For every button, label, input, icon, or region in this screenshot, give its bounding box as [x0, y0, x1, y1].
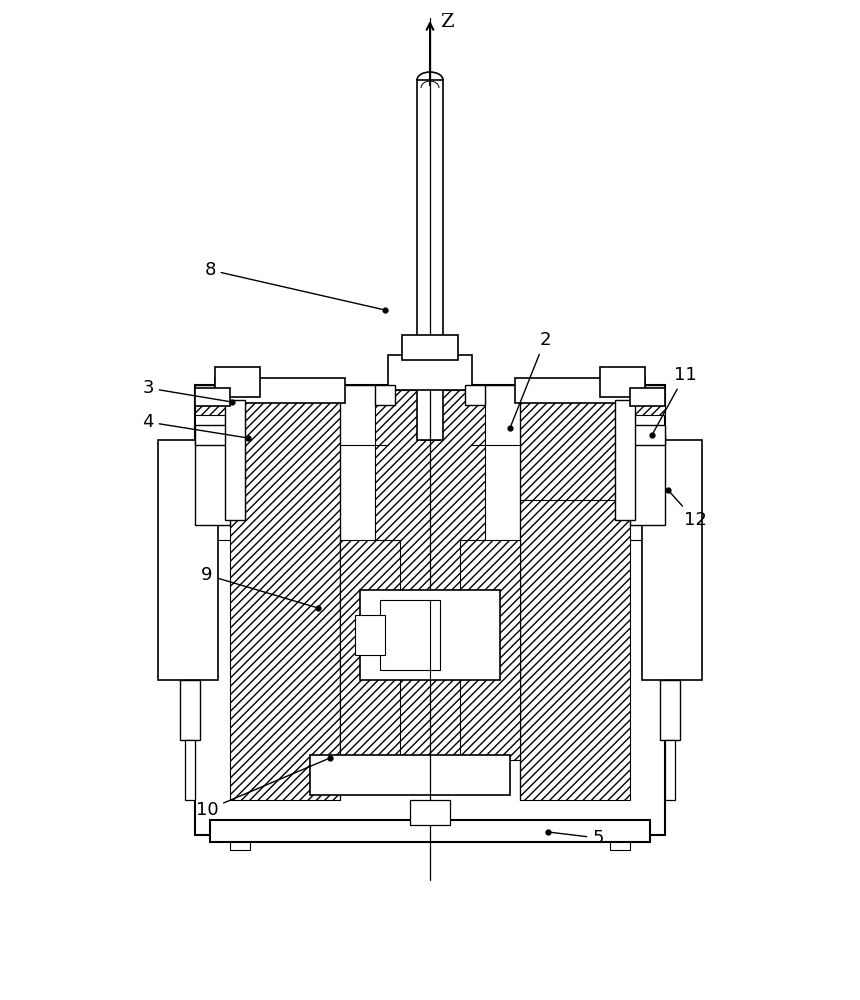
Bar	[195, 403, 230, 415]
Bar	[630, 435, 665, 525]
Bar	[520, 390, 630, 800]
Bar	[225, 400, 245, 520]
Bar	[185, 740, 195, 800]
Bar	[158, 440, 218, 680]
Bar	[665, 740, 675, 800]
Bar	[315, 758, 505, 792]
Bar	[195, 435, 230, 525]
Bar	[380, 600, 440, 670]
Text: 12: 12	[670, 492, 706, 529]
Text: 5: 5	[550, 829, 604, 847]
Text: 10: 10	[196, 759, 328, 819]
Text: 9: 9	[201, 566, 316, 607]
Bar	[230, 842, 250, 850]
Bar	[310, 755, 510, 795]
Bar	[388, 355, 472, 390]
Text: 11: 11	[654, 366, 697, 433]
Bar	[460, 540, 520, 760]
Bar	[230, 390, 340, 800]
Bar	[421, 85, 439, 440]
Bar	[515, 378, 645, 403]
Bar	[642, 440, 702, 680]
Bar	[630, 425, 665, 445]
Bar	[218, 380, 342, 400]
Bar	[417, 80, 443, 440]
Bar	[610, 842, 630, 850]
Bar	[660, 680, 680, 740]
Text: 8: 8	[205, 261, 383, 309]
Bar	[630, 403, 665, 415]
Bar	[180, 680, 200, 740]
Bar	[375, 390, 485, 785]
Text: 3: 3	[142, 379, 230, 402]
Bar	[600, 367, 645, 397]
Bar	[518, 380, 642, 400]
Bar	[355, 615, 385, 655]
Bar	[615, 400, 635, 520]
Text: Z: Z	[440, 13, 453, 31]
Bar	[465, 385, 485, 405]
Bar	[358, 618, 382, 652]
Bar	[402, 335, 458, 360]
Bar	[195, 385, 665, 835]
Bar	[630, 388, 665, 406]
Bar	[195, 388, 230, 406]
Bar	[195, 425, 230, 445]
Text: 4: 4	[142, 413, 245, 438]
Bar	[395, 610, 425, 665]
Bar	[340, 540, 400, 760]
Bar	[375, 385, 395, 405]
Bar	[215, 378, 345, 403]
Bar	[410, 800, 450, 825]
Bar	[360, 590, 500, 680]
Bar	[210, 820, 650, 842]
Bar	[215, 367, 260, 397]
Text: 2: 2	[511, 331, 550, 425]
